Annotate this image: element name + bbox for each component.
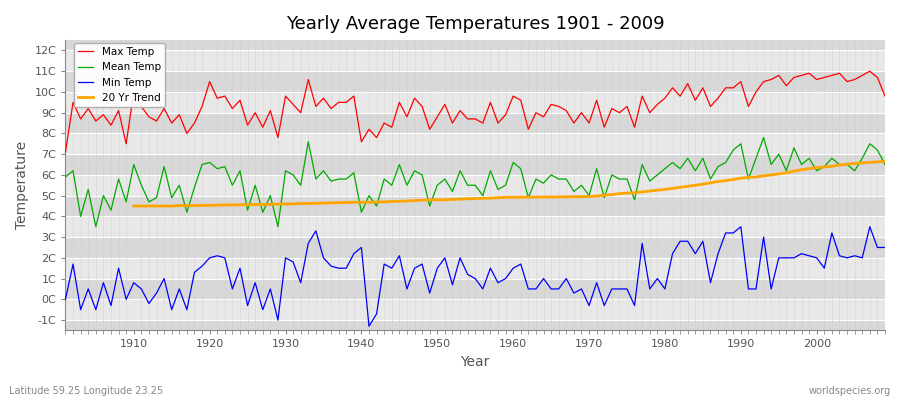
Bar <box>66 50 885 71</box>
Legend: Max Temp, Mean Temp, Min Temp, 20 Yr Trend: Max Temp, Mean Temp, Min Temp, 20 Yr Tre… <box>74 43 165 107</box>
Mean Temp <box>295 183 306 188</box>
20 Yr Trend <box>273 202 284 206</box>
Min Temp <box>508 266 518 271</box>
X-axis label: Year: Year <box>461 355 490 369</box>
Bar <box>66 258 885 278</box>
Min Temp <box>288 260 299 264</box>
Max Temp <box>60 150 71 154</box>
20 Yr Trend <box>303 201 314 206</box>
Text: worldspecies.org: worldspecies.org <box>809 386 891 396</box>
Bar <box>66 320 885 330</box>
20 Yr Trend <box>842 162 852 166</box>
Min Temp <box>121 297 131 302</box>
Bar <box>66 278 885 299</box>
Bar <box>66 92 885 113</box>
Bar <box>66 196 885 216</box>
Text: Latitude 59.25 Longitude 23.25: Latitude 59.25 Longitude 23.25 <box>9 386 163 396</box>
Bar <box>66 299 885 320</box>
Min Temp <box>879 245 890 250</box>
Max Temp <box>333 100 344 105</box>
Mean Temp <box>516 166 526 171</box>
20 Yr Trend <box>516 195 526 200</box>
Min Temp <box>607 286 617 291</box>
Bar <box>66 113 885 134</box>
20 Yr Trend <box>819 165 830 170</box>
20 Yr Trend <box>879 159 890 164</box>
Min Temp <box>364 324 374 329</box>
Mean Temp <box>341 177 352 182</box>
Bar <box>66 40 885 50</box>
Max Temp <box>121 141 131 146</box>
Bar <box>66 71 885 92</box>
Mean Temp <box>758 135 769 140</box>
Max Temp <box>598 125 609 130</box>
Min Temp <box>516 262 526 266</box>
Line: Max Temp: Max Temp <box>66 71 885 152</box>
Max Temp <box>508 94 518 98</box>
Bar <box>66 175 885 196</box>
Line: Min Temp: Min Temp <box>66 227 885 326</box>
20 Yr Trend <box>129 204 140 208</box>
Title: Yearly Average Temperatures 1901 - 2009: Yearly Average Temperatures 1901 - 2009 <box>286 15 664 33</box>
Min Temp <box>735 224 746 229</box>
Y-axis label: Temperature: Temperature <box>15 141 29 229</box>
Mean Temp <box>90 224 101 229</box>
Mean Temp <box>508 160 518 165</box>
Line: 20 Yr Trend: 20 Yr Trend <box>134 162 885 206</box>
Bar <box>66 216 885 237</box>
Mean Temp <box>607 172 617 177</box>
Mean Temp <box>60 174 71 179</box>
Max Temp <box>879 94 890 98</box>
Mean Temp <box>129 162 140 167</box>
Min Temp <box>333 266 344 271</box>
Line: Mean Temp: Mean Temp <box>66 138 885 227</box>
Max Temp <box>288 102 299 107</box>
Mean Temp <box>879 162 890 167</box>
Bar <box>66 134 885 154</box>
Bar <box>66 154 885 175</box>
Max Temp <box>500 112 511 117</box>
Bar <box>66 237 885 258</box>
Max Temp <box>864 69 875 74</box>
20 Yr Trend <box>576 194 587 199</box>
Min Temp <box>60 297 71 302</box>
